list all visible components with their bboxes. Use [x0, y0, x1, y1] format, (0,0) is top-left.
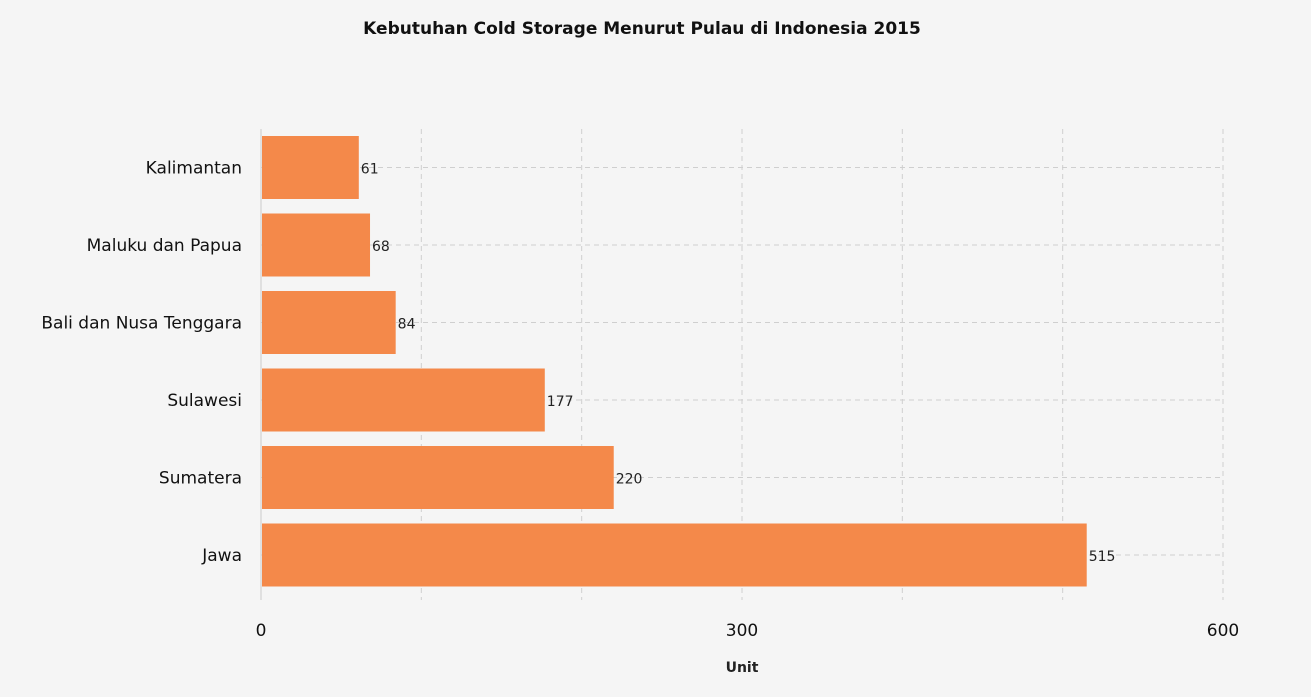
data-label: 177 [547, 394, 574, 410]
x-tick-label: 300 [726, 621, 758, 641]
category-label: Kalimantan [146, 159, 242, 179]
bar-sumatera [262, 446, 614, 509]
data-label: 515 [1089, 549, 1116, 565]
category-label: Jawa [201, 546, 242, 566]
category-label: Bali dan Nusa Tenggara [41, 314, 242, 334]
category-label: Sulawesi [167, 391, 242, 411]
bar-maluku-dan-papua [262, 213, 371, 277]
data-label: 68 [372, 239, 390, 255]
x-tick-label: 600 [1207, 621, 1239, 641]
bar-kalimantan [262, 136, 359, 199]
x-axis-title: Unit [726, 660, 759, 676]
bar-jawa [262, 523, 1087, 587]
x-tick-label: 0 [256, 621, 267, 641]
data-label: 220 [616, 472, 643, 488]
data-label: 61 [361, 162, 379, 178]
bars: 61 68 84 177 220 515 [262, 136, 1115, 587]
bar-bali-dan-nusa-tenggara [262, 291, 396, 354]
category-label: Sumatera [159, 469, 242, 489]
category-label: Maluku dan Papua [87, 236, 242, 256]
bar-sulawesi [262, 368, 545, 432]
data-label: 84 [398, 317, 416, 333]
chart-title: Kebutuhan Cold Storage Menurut Pulau di … [363, 19, 921, 39]
axes: Kalimantan Maluku dan Papua Bali dan Nusa … [41, 129, 1239, 641]
